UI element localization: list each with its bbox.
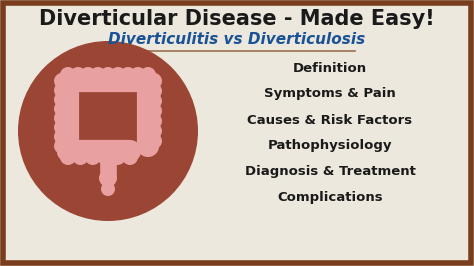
Circle shape	[60, 149, 76, 165]
Text: Diverticular Disease - Made Easy!: Diverticular Disease - Made Easy!	[39, 9, 435, 29]
FancyBboxPatch shape	[3, 3, 471, 263]
Circle shape	[110, 67, 126, 83]
Circle shape	[130, 67, 146, 83]
Circle shape	[85, 149, 101, 165]
Text: Definition: Definition	[293, 61, 367, 74]
Text: Causes & Risk Factors: Causes & Risk Factors	[247, 114, 412, 127]
Circle shape	[146, 113, 162, 129]
Text: Complications: Complications	[277, 192, 383, 205]
Circle shape	[146, 93, 162, 109]
Circle shape	[146, 103, 162, 119]
Circle shape	[54, 110, 70, 126]
Circle shape	[101, 182, 115, 196]
Circle shape	[140, 67, 156, 83]
Circle shape	[54, 119, 70, 135]
Circle shape	[80, 67, 96, 83]
Circle shape	[120, 67, 136, 83]
Circle shape	[146, 133, 162, 149]
Text: Symptoms & Pain: Symptoms & Pain	[264, 88, 396, 101]
Circle shape	[122, 149, 138, 165]
Circle shape	[146, 83, 162, 99]
Circle shape	[18, 41, 198, 221]
Circle shape	[90, 67, 106, 83]
Circle shape	[54, 138, 70, 154]
Circle shape	[73, 149, 88, 165]
Circle shape	[54, 129, 70, 145]
Text: Diagnosis & Treatment: Diagnosis & Treatment	[245, 165, 415, 178]
Text: Diverticulitis vs Diverticulosis: Diverticulitis vs Diverticulosis	[109, 32, 365, 48]
Circle shape	[54, 73, 70, 89]
Circle shape	[109, 149, 126, 165]
Circle shape	[100, 67, 116, 83]
Circle shape	[54, 101, 70, 117]
Circle shape	[60, 67, 76, 83]
Text: Pathophysiology: Pathophysiology	[268, 139, 392, 152]
Circle shape	[97, 149, 113, 165]
Circle shape	[54, 82, 70, 98]
Circle shape	[99, 169, 117, 187]
Circle shape	[146, 73, 162, 89]
Circle shape	[70, 67, 86, 83]
Circle shape	[146, 123, 162, 139]
Circle shape	[54, 92, 70, 107]
